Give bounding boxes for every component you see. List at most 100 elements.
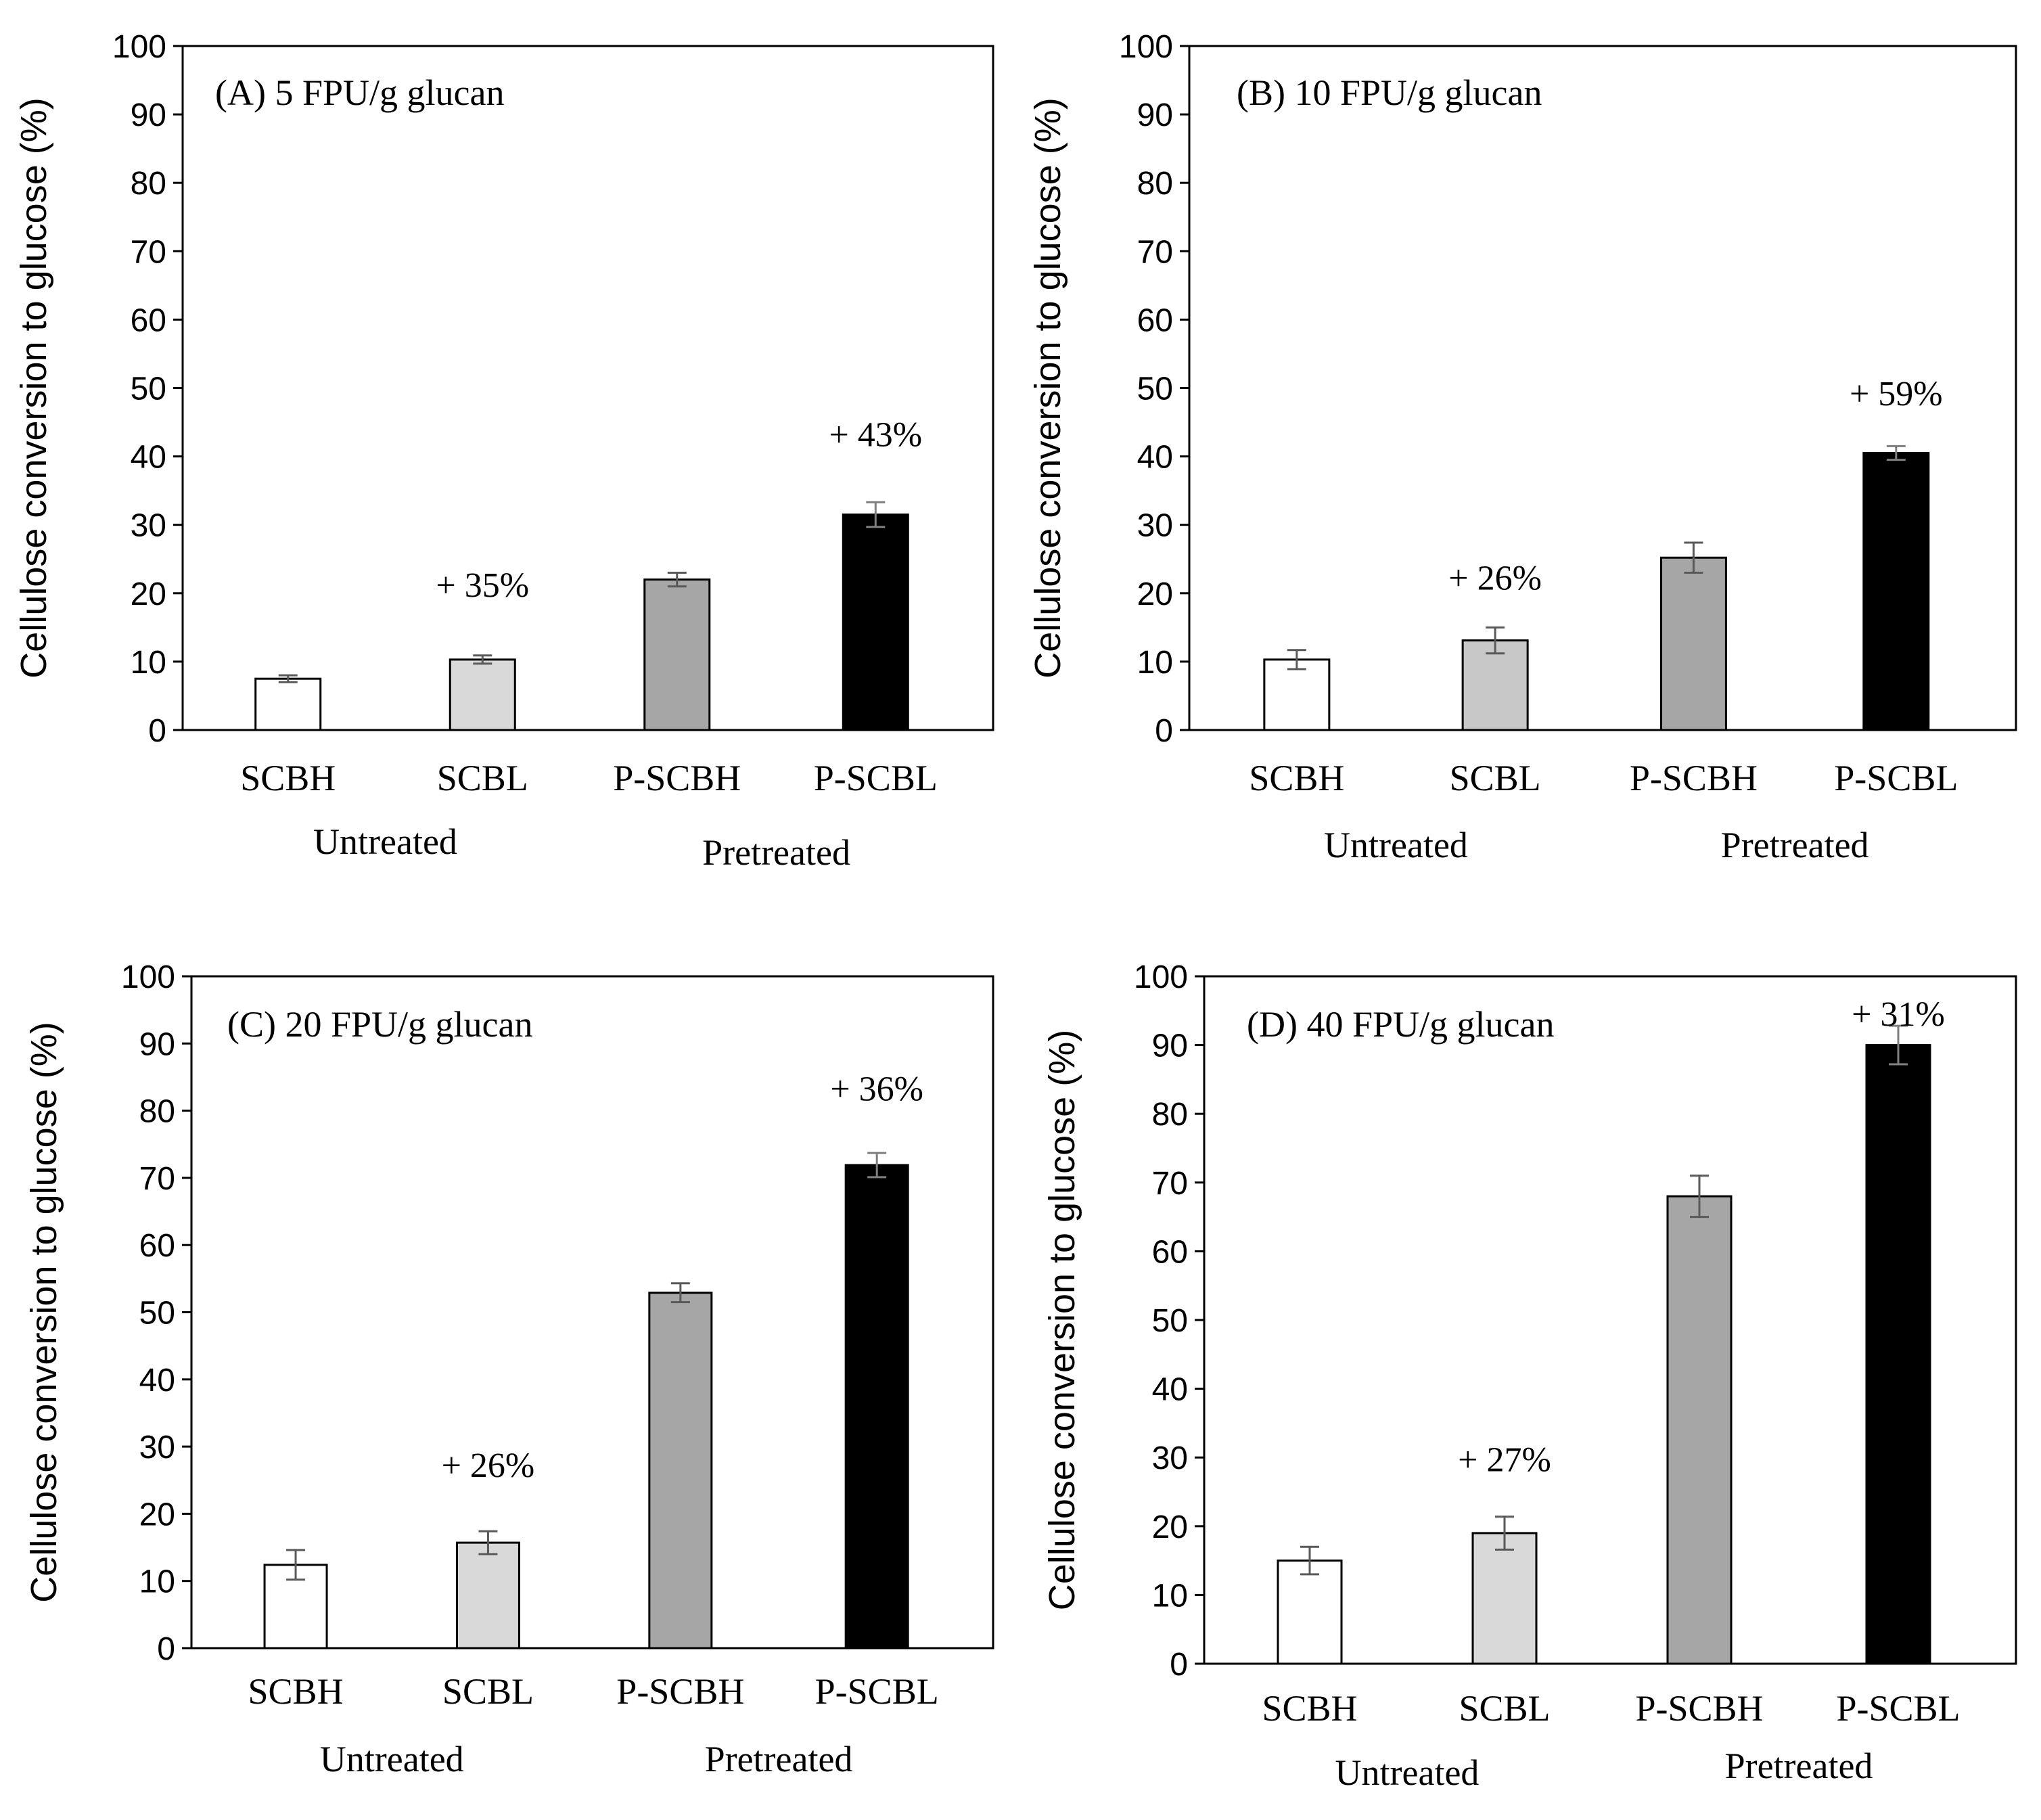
category-label: P-SCBH bbox=[1635, 1688, 1763, 1729]
percent-increase-annotation: + 27% bbox=[1458, 1441, 1551, 1480]
bar-scbh bbox=[254, 677, 322, 731]
bar-scbl bbox=[1461, 639, 1529, 731]
y-tick-label: 70 bbox=[131, 234, 166, 270]
y-tick-label: 90 bbox=[1152, 1028, 1188, 1064]
y-tick-label: 60 bbox=[131, 302, 166, 338]
percent-increase-annotation: + 26% bbox=[442, 1447, 535, 1485]
y-tick-label: 20 bbox=[139, 1497, 175, 1532]
y-axis-title: Cellulose conversion to glucose (%) bbox=[1028, 97, 1068, 678]
y-tick-label: 70 bbox=[1152, 1166, 1188, 1202]
y-tick-label: 80 bbox=[131, 166, 166, 202]
y-tick-label: 80 bbox=[1137, 166, 1173, 202]
category-label: SCBL bbox=[437, 758, 528, 798]
bar-p-scbh bbox=[648, 1292, 713, 1650]
bar-scbl bbox=[1471, 1532, 1538, 1665]
category-label: P-SCBL bbox=[814, 758, 938, 798]
bar-scbl bbox=[455, 1541, 520, 1650]
y-tick-label: 90 bbox=[139, 1026, 175, 1062]
percent-increase-annotation: + 31% bbox=[1852, 995, 1945, 1034]
category-label: SCBH bbox=[240, 758, 336, 798]
y-tick-label: 80 bbox=[1152, 1097, 1188, 1133]
group-label-pretreated: Pretreated bbox=[705, 1739, 853, 1779]
percent-increase-annotation: + 59% bbox=[1850, 375, 1943, 413]
percent-increase-annotation: + 43% bbox=[829, 415, 922, 454]
y-tick-label: 30 bbox=[1137, 508, 1173, 544]
bar-scbl bbox=[449, 658, 516, 731]
y-tick-label: 80 bbox=[139, 1094, 175, 1130]
bar-scbh bbox=[1277, 1560, 1343, 1665]
y-tick-label: 90 bbox=[131, 97, 166, 133]
y-tick-label: 0 bbox=[148, 713, 166, 749]
percent-increase-annotation: + 36% bbox=[830, 1070, 923, 1109]
category-label: SCBL bbox=[1459, 1688, 1550, 1729]
y-tick-label: 50 bbox=[1137, 371, 1173, 407]
category-label: P-SCBL bbox=[815, 1671, 939, 1712]
bar-p-scbl bbox=[1865, 1044, 1931, 1665]
category-label: P-SCBH bbox=[1630, 758, 1758, 798]
y-tick-label: 90 bbox=[1137, 97, 1173, 133]
group-label-untreated: Untreated bbox=[313, 821, 457, 862]
bar-p-scbh bbox=[1659, 556, 1727, 731]
y-tick-label: 20 bbox=[1152, 1509, 1188, 1545]
y-tick-label: 10 bbox=[1137, 645, 1173, 681]
y-tick-label: 10 bbox=[139, 1564, 175, 1600]
y-tick-label: 100 bbox=[1119, 29, 1173, 65]
y-tick-label: 60 bbox=[139, 1228, 175, 1264]
category-label: P-SCBL bbox=[1836, 1688, 1960, 1729]
bar-p-scbl bbox=[1862, 452, 1930, 731]
y-tick-label: 50 bbox=[131, 371, 166, 407]
y-tick-label: 40 bbox=[131, 440, 166, 476]
y-tick-label: 30 bbox=[1152, 1440, 1188, 1476]
bar-p-scbl bbox=[844, 1164, 909, 1650]
y-tick-label: 60 bbox=[1152, 1234, 1188, 1270]
y-tick-label: 40 bbox=[1137, 440, 1173, 476]
percent-increase-annotation: + 35% bbox=[436, 566, 529, 605]
y-axis-title: Cellulose conversion to glucose (%) bbox=[24, 1022, 64, 1602]
category-label: SCBL bbox=[1450, 758, 1541, 798]
chart-panel-4: 0 10 20 30 40 50 60 70 80 90 100 Cellulose conversi… bbox=[1042, 959, 2017, 1793]
y-tick-label: 0 bbox=[1170, 1647, 1188, 1683]
y-tick-label: 100 bbox=[112, 29, 166, 65]
group-label-pretreated: Pretreated bbox=[1725, 1746, 1873, 1786]
bar-p-scbh bbox=[1666, 1195, 1733, 1665]
y-tick-label: 40 bbox=[139, 1363, 175, 1398]
y-tick-label: 30 bbox=[131, 508, 166, 544]
category-label: SCBH bbox=[1249, 758, 1344, 798]
category-label: SCBL bbox=[442, 1671, 534, 1712]
y-tick-label: 20 bbox=[1137, 576, 1173, 612]
percent-increase-annotation: + 26% bbox=[1448, 560, 1542, 598]
panel-title: (D) 40 FPU/g glucan bbox=[1247, 1004, 1554, 1045]
category-label: SCBH bbox=[248, 1671, 344, 1712]
y-tick-label: 60 bbox=[1137, 302, 1173, 338]
chart-panel-2: 0 10 20 30 40 50 60 70 80 90 100 Cellulose conversi… bbox=[1028, 29, 2017, 865]
group-label-pretreated: Pretreated bbox=[702, 832, 850, 873]
y-axis-title: Cellulose conversion to glucose (%) bbox=[1042, 1030, 1082, 1610]
group-label-untreated: Untreated bbox=[1324, 825, 1468, 865]
y-tick-label: 0 bbox=[1155, 713, 1173, 749]
chart-panel-3: 0 10 20 30 40 50 60 70 80 90 100 Cellulose conversi… bbox=[24, 959, 994, 1779]
y-tick-label: 40 bbox=[1152, 1372, 1188, 1408]
y-tick-label: 20 bbox=[131, 576, 166, 612]
y-tick-label: 70 bbox=[139, 1161, 175, 1197]
category-label: P-SCBH bbox=[616, 1671, 744, 1712]
category-label: SCBH bbox=[1262, 1688, 1357, 1729]
bar-scbh bbox=[1263, 658, 1331, 731]
category-label: P-SCBL bbox=[1834, 758, 1958, 798]
y-tick-label: 10 bbox=[1152, 1578, 1188, 1614]
panel-title: (B) 10 FPU/g glucan bbox=[1237, 72, 1542, 113]
group-label-untreated: Untreated bbox=[320, 1739, 464, 1779]
y-tick-label: 30 bbox=[139, 1430, 175, 1465]
y-tick-label: 70 bbox=[1137, 234, 1173, 270]
panel-title: (A) 5 FPU/g glucan bbox=[215, 72, 504, 113]
panel-title: (C) 20 FPU/g glucan bbox=[227, 1004, 533, 1045]
y-tick-label: 100 bbox=[121, 959, 175, 995]
bar-p-scbl bbox=[842, 514, 909, 731]
y-tick-label: 0 bbox=[157, 1631, 175, 1667]
y-tick-label: 100 bbox=[1134, 959, 1188, 995]
group-label-pretreated: Pretreated bbox=[1721, 825, 1869, 865]
category-label: P-SCBH bbox=[613, 758, 741, 798]
y-tick-label: 50 bbox=[1152, 1303, 1188, 1339]
bar-p-scbh bbox=[643, 578, 711, 731]
group-label-untreated: Untreated bbox=[1335, 1752, 1480, 1793]
